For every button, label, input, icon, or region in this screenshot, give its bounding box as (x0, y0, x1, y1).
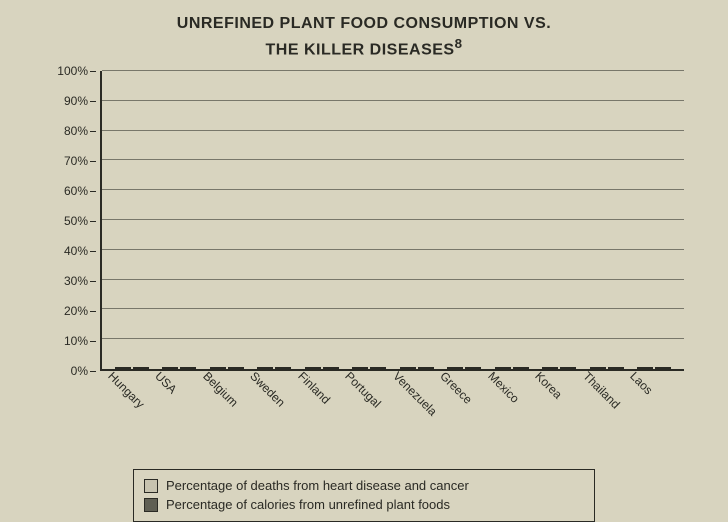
x-axis-label: Belgium (200, 369, 241, 410)
bar-group: Venezuela (393, 367, 441, 369)
title-line-2: THE KILLER DISEASES (266, 41, 455, 58)
chart-title: UNREFINED PLANT FOOD CONSUMPTION VS. THE… (24, 14, 704, 61)
x-axis-label: Portugal (342, 369, 384, 411)
bar-group: Portugal (346, 367, 394, 369)
bar-group: Korea (536, 367, 584, 369)
plot-area: HungaryUSABelgiumSwedenFinlandPortugalVe… (100, 71, 684, 371)
bar (655, 367, 671, 369)
grid-line (102, 279, 684, 280)
x-axis-label: Sweden (247, 369, 288, 410)
grid-line (102, 159, 684, 160)
grid-line (102, 130, 684, 131)
chart-page: UNREFINED PLANT FOOD CONSUMPTION VS. THE… (0, 0, 728, 520)
x-axis-label: USA (152, 369, 179, 396)
x-axis-label: Korea (532, 369, 565, 402)
x-axis-label: Laos (627, 369, 655, 397)
bar (590, 367, 606, 369)
bar-group: USA (156, 367, 204, 369)
chart-area: 0%10%20%30%40%50%60%70%80%90%100% Hungar… (44, 71, 684, 391)
bar-group: Sweden (251, 367, 299, 369)
bars-container: HungaryUSABelgiumSwedenFinlandPortugalVe… (102, 71, 684, 369)
bar-group: Greece (441, 367, 489, 369)
bar (115, 367, 131, 369)
bar (447, 367, 463, 369)
y-tick-label: 60% (64, 184, 96, 198)
grid-line (102, 308, 684, 309)
bar (352, 367, 368, 369)
bar (257, 367, 273, 369)
bar-group: Finland (298, 367, 346, 369)
y-tick-label: 30% (64, 274, 96, 288)
grid-line (102, 189, 684, 190)
grid-line (102, 338, 684, 339)
grid-line (102, 249, 684, 250)
grid-line (102, 100, 684, 101)
legend-label-2: Percentage of calories from unrefined pl… (166, 495, 450, 515)
legend-swatch-2 (144, 498, 158, 512)
legend-label-1: Percentage of deaths from heart disease … (166, 476, 469, 496)
bar (637, 367, 653, 369)
y-tick-label: 0% (71, 364, 96, 378)
y-axis: 0%10%20%30%40%50%60%70%80%90%100% (44, 71, 100, 371)
y-tick-label: 40% (64, 244, 96, 258)
bar-group: Thailand (583, 367, 631, 369)
bar (370, 367, 386, 369)
x-axis-label: Thailand (580, 369, 622, 411)
bar (400, 367, 416, 369)
y-tick-label: 100% (57, 64, 96, 78)
bar (180, 367, 196, 369)
x-axis-label: Greece (437, 369, 475, 407)
bar (323, 367, 339, 369)
bar (162, 367, 178, 369)
title-line-1: UNREFINED PLANT FOOD CONSUMPTION VS. (177, 15, 551, 32)
bar (495, 367, 511, 369)
x-axis-label: Venezuela (390, 369, 440, 419)
y-tick-label: 10% (64, 334, 96, 348)
bar (275, 367, 291, 369)
grid-line (102, 219, 684, 220)
x-axis-label: Finland (295, 369, 333, 407)
bar (465, 367, 481, 369)
bar (133, 367, 149, 369)
bar-group: Hungary (108, 367, 156, 369)
y-tick-label: 70% (64, 154, 96, 168)
x-axis-label: Mexico (485, 369, 522, 406)
bar (210, 367, 226, 369)
bar-group: Belgium (203, 367, 251, 369)
title-footnote: 8 (455, 36, 463, 51)
y-tick-label: 50% (64, 214, 96, 228)
legend-item-1: Percentage of deaths from heart disease … (144, 476, 584, 496)
bar-group: Laos (631, 367, 679, 369)
y-tick-label: 90% (64, 94, 96, 108)
bar (228, 367, 244, 369)
grid-line (102, 70, 684, 71)
bar (418, 367, 434, 369)
legend-swatch-1 (144, 479, 158, 493)
y-tick-label: 80% (64, 124, 96, 138)
legend: Percentage of deaths from heart disease … (133, 469, 595, 522)
bar (608, 367, 624, 369)
x-axis-label: Hungary (105, 369, 147, 411)
y-tick-label: 20% (64, 304, 96, 318)
bar (305, 367, 321, 369)
legend-item-2: Percentage of calories from unrefined pl… (144, 495, 584, 515)
bar (542, 367, 558, 369)
bar (513, 367, 529, 369)
bar (560, 367, 576, 369)
bar-group: Mexico (488, 367, 536, 369)
